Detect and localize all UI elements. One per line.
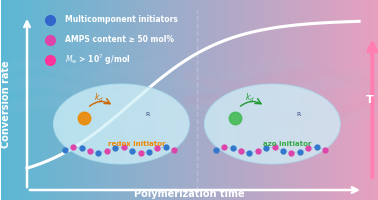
- Text: $k_d$: $k_d$: [94, 92, 104, 104]
- Text: azo initiator: azo initiator: [263, 141, 311, 147]
- Text: $M_{\rm w}$ > 10$^7$ g/mol: $M_{\rm w}$ > 10$^7$ g/mol: [65, 53, 130, 67]
- Ellipse shape: [204, 84, 340, 164]
- Text: R: R: [146, 112, 150, 116]
- Ellipse shape: [53, 84, 189, 164]
- Text: Conversion rate: Conversion rate: [1, 60, 11, 148]
- Text: R: R: [297, 112, 301, 116]
- Text: $k_d$: $k_d$: [245, 92, 255, 104]
- Text: Multicomponent initiators: Multicomponent initiators: [65, 16, 178, 24]
- Text: T: T: [366, 95, 373, 105]
- Text: Polymerization time: Polymerization time: [134, 189, 245, 199]
- Text: AMPS content ≥ 50 mol%: AMPS content ≥ 50 mol%: [65, 36, 174, 45]
- Text: redox initiator: redox initiator: [108, 141, 165, 147]
